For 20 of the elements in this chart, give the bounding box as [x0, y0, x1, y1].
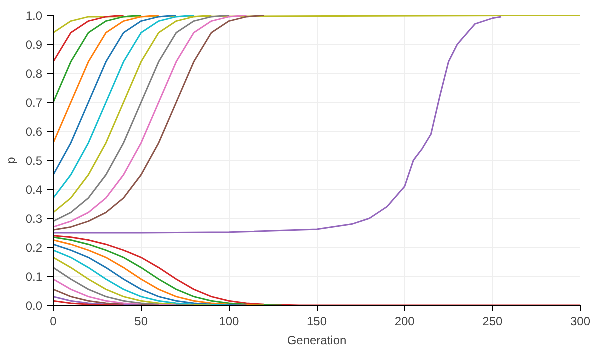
x-tick-label: 0 [50, 314, 58, 328]
y-tick-label: 1.0 [26, 9, 43, 23]
y-tick-label: 0.9 [26, 38, 43, 52]
y-tick-label: 0.1 [26, 270, 43, 284]
x-tick-label: 150 [306, 314, 328, 328]
x-axis-title: Generation [287, 334, 347, 348]
y-tick-label: 0.0 [26, 299, 43, 313]
x-tick-label: 300 [570, 314, 591, 328]
y-tick-label: 0.6 [26, 125, 43, 139]
y-tick-label: 0.4 [26, 183, 43, 197]
y-axis-title: p [4, 156, 18, 164]
y-tick-label: 0.8 [26, 67, 43, 81]
y-tick-label: 0.3 [26, 212, 43, 226]
y-tick-label: 0.7 [26, 96, 43, 110]
y-tick-label: 0.5 [26, 154, 43, 168]
x-tick-label: 50 [134, 314, 148, 328]
y-tick-label: 0.2 [26, 241, 43, 255]
x-tick-label: 200 [394, 314, 416, 328]
x-tick-label: 250 [482, 314, 504, 328]
x-tick-label: 100 [219, 314, 240, 328]
